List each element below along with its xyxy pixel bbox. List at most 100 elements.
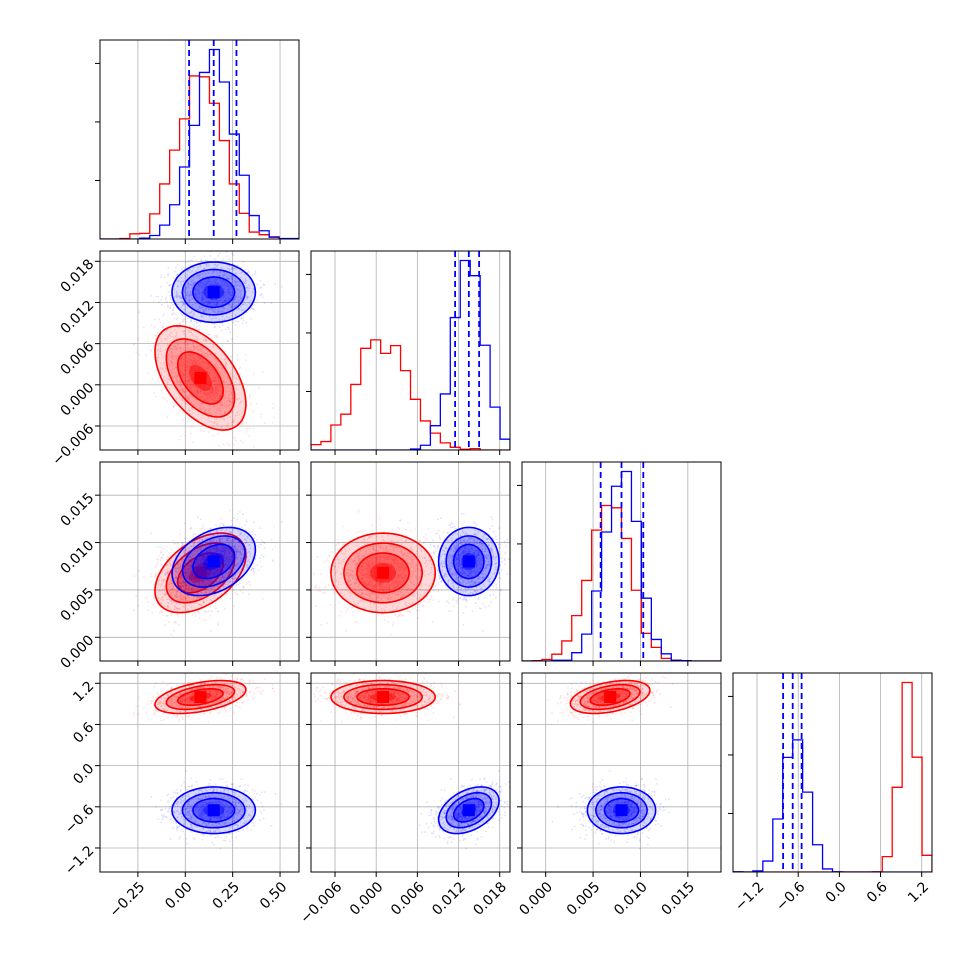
scatter-point-red xyxy=(232,420,234,423)
scatter-point-red xyxy=(204,367,207,370)
scatter-point-red xyxy=(194,399,197,401)
scatter-point-blue xyxy=(208,333,210,336)
scatter-point-red xyxy=(224,389,226,392)
scatter-point-blue xyxy=(209,527,212,530)
scatter-point-blue xyxy=(226,267,229,270)
scatter-point-red xyxy=(161,353,163,356)
scatter-point-red xyxy=(219,381,222,384)
scatter-point-blue xyxy=(252,571,255,573)
scatter-point-blue xyxy=(215,270,218,273)
scatter-point-blue xyxy=(211,301,214,304)
scatter-point-red xyxy=(188,312,191,315)
scatter-point-red xyxy=(217,376,220,379)
scatter-point-red xyxy=(232,589,235,591)
scatter-point-blue xyxy=(270,538,273,541)
scatter-point-blue xyxy=(223,281,226,284)
scatter-point-red xyxy=(191,614,194,616)
scatter-point-red xyxy=(196,338,199,341)
scatter-point-blue xyxy=(215,300,218,303)
scatter-point-red xyxy=(191,359,194,362)
scatter-point-red xyxy=(186,360,189,363)
scatter-point-blue xyxy=(207,609,210,612)
scatter-point-red xyxy=(166,344,169,347)
scatter-point-blue xyxy=(229,286,232,288)
scatter-point-blue xyxy=(231,281,233,284)
scatter-point-blue xyxy=(248,530,251,533)
scatter-point-red xyxy=(221,403,223,406)
scatter-point-blue xyxy=(260,539,263,542)
scatter-point-red xyxy=(175,376,178,379)
scatter-point-red xyxy=(158,300,160,303)
scatter-point-red xyxy=(183,330,186,332)
scatter-point-red xyxy=(233,418,235,421)
scatter-point-red xyxy=(202,346,205,349)
scatter-point-red xyxy=(235,388,238,391)
scatter-point-blue xyxy=(227,275,229,277)
scatter-point-blue xyxy=(196,288,198,291)
scatter-point-blue xyxy=(187,285,190,288)
scatter-point-blue xyxy=(192,283,195,286)
scatter-point-red xyxy=(173,345,176,348)
scatter-point-red xyxy=(203,354,206,357)
y-tick-label: 0.012 xyxy=(58,298,98,338)
scatter-point-blue xyxy=(206,300,209,303)
scatter-point-red xyxy=(238,397,240,400)
scatter-point-red xyxy=(178,381,181,384)
scatter-point-red xyxy=(221,407,224,410)
scatter-point-blue xyxy=(217,254,220,257)
scatter-point-red xyxy=(170,347,173,350)
scatter-point-red xyxy=(211,387,214,390)
scatter-point-red xyxy=(192,342,194,345)
scatter-point-red xyxy=(207,410,210,412)
scatter-point-red xyxy=(193,345,195,347)
scatter-point-blue xyxy=(215,302,218,305)
scatter-point-red xyxy=(194,385,197,388)
scatter-point-red xyxy=(228,404,231,407)
scatter-point-red xyxy=(224,358,226,361)
scatter-point-blue xyxy=(169,307,172,310)
scatter-point-red xyxy=(159,347,162,350)
scatter-point-blue xyxy=(231,338,233,340)
scatter-point-blue xyxy=(236,288,239,290)
scatter-point-blue xyxy=(166,304,169,307)
scatter-point-red xyxy=(172,336,175,339)
scatter-point-blue xyxy=(206,301,209,304)
scatter-point-blue xyxy=(238,290,241,293)
scatter-point-red xyxy=(212,390,214,393)
scatter-point-blue xyxy=(229,331,232,334)
scatter-point-red xyxy=(170,633,173,636)
scatter-point-blue xyxy=(222,310,225,313)
scatter-point-blue xyxy=(214,607,217,610)
scatter-point-red xyxy=(189,386,191,389)
scatter-point-red xyxy=(165,330,168,332)
scatter-point-blue xyxy=(208,301,210,304)
scatter-point-blue xyxy=(221,307,224,310)
scatter-point-blue xyxy=(249,299,252,302)
scatter-point-blue xyxy=(190,319,193,322)
scatter-point-blue xyxy=(198,274,201,277)
scatter-point-blue xyxy=(176,542,179,545)
scatter-point-red xyxy=(164,355,166,357)
scatter-point-red xyxy=(178,379,181,382)
scatter-point-red xyxy=(179,357,182,360)
scatter-point-red xyxy=(309,586,311,588)
scatter-point-blue xyxy=(195,270,198,273)
scatter-point-red xyxy=(137,589,140,592)
scatter-point-red xyxy=(188,361,191,364)
scatter-point-blue xyxy=(160,546,163,549)
scatter-point-red xyxy=(205,361,207,364)
scatter-point-blue xyxy=(274,282,277,285)
scatter-point-blue xyxy=(180,600,182,603)
scatter-point-blue xyxy=(230,288,233,290)
scatter-point-red xyxy=(422,536,425,538)
scatter-point-red xyxy=(153,392,156,394)
scatter-point-blue xyxy=(216,272,219,275)
scatter-point-red xyxy=(230,397,233,400)
scatter-point-blue xyxy=(226,288,229,290)
scatter-point-red xyxy=(211,379,214,381)
scatter-point-blue xyxy=(189,291,192,293)
scatter-point-red xyxy=(137,569,140,572)
scatter-point-blue xyxy=(203,301,206,304)
scatter-point-blue xyxy=(187,610,190,612)
scatter-point-blue xyxy=(180,297,183,300)
